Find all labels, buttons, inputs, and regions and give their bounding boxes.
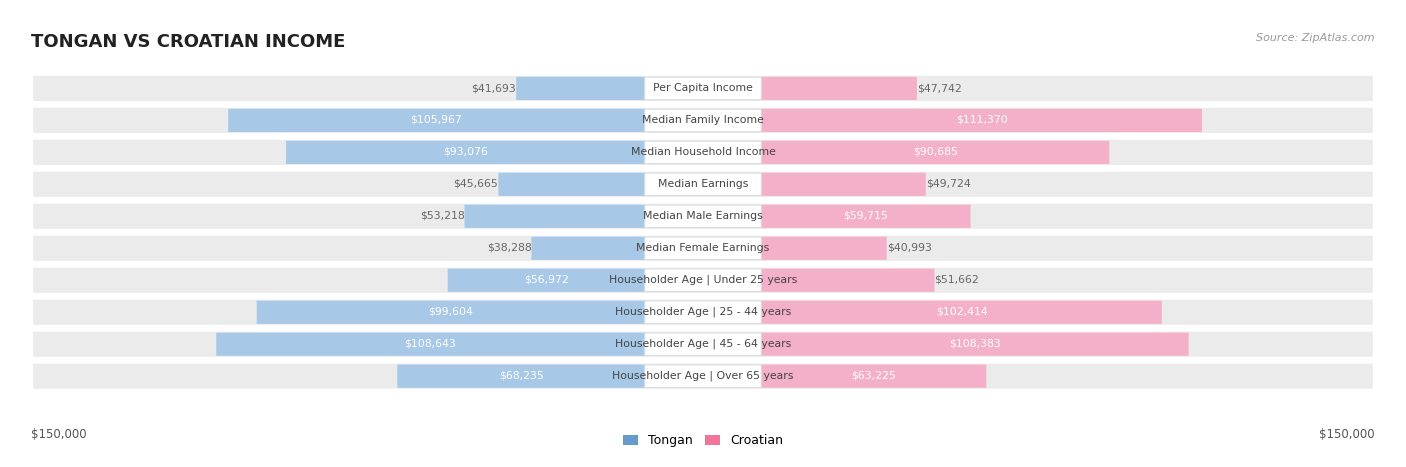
Text: $41,693: $41,693	[471, 83, 516, 93]
FancyBboxPatch shape	[761, 237, 887, 260]
Text: $150,000: $150,000	[31, 428, 87, 441]
FancyBboxPatch shape	[34, 204, 1372, 229]
FancyBboxPatch shape	[645, 141, 761, 163]
Text: Source: ZipAtlas.com: Source: ZipAtlas.com	[1257, 33, 1375, 42]
Text: $111,370: $111,370	[956, 115, 1008, 125]
FancyBboxPatch shape	[34, 140, 1372, 165]
Text: Median Family Income: Median Family Income	[643, 115, 763, 125]
Text: $105,967: $105,967	[411, 115, 463, 125]
Text: $68,235: $68,235	[499, 371, 543, 381]
FancyBboxPatch shape	[464, 205, 645, 228]
FancyBboxPatch shape	[645, 77, 761, 99]
Text: $102,414: $102,414	[935, 307, 987, 317]
FancyBboxPatch shape	[34, 172, 1372, 197]
FancyBboxPatch shape	[761, 333, 1188, 356]
Text: Median Male Earnings: Median Male Earnings	[643, 211, 763, 221]
FancyBboxPatch shape	[398, 365, 645, 388]
FancyBboxPatch shape	[228, 109, 645, 132]
FancyBboxPatch shape	[645, 237, 761, 260]
Text: $53,218: $53,218	[420, 211, 464, 221]
Text: Householder Age | Under 25 years: Householder Age | Under 25 years	[609, 275, 797, 285]
FancyBboxPatch shape	[34, 108, 1372, 133]
FancyBboxPatch shape	[34, 236, 1372, 261]
FancyBboxPatch shape	[285, 141, 645, 164]
FancyBboxPatch shape	[498, 173, 645, 196]
FancyBboxPatch shape	[761, 365, 986, 388]
FancyBboxPatch shape	[531, 237, 645, 260]
Text: $47,742: $47,742	[917, 83, 962, 93]
Text: $56,972: $56,972	[524, 275, 568, 285]
FancyBboxPatch shape	[34, 332, 1372, 357]
Text: Per Capita Income: Per Capita Income	[652, 83, 754, 93]
FancyBboxPatch shape	[761, 205, 970, 228]
FancyBboxPatch shape	[217, 333, 645, 356]
FancyBboxPatch shape	[34, 364, 1372, 389]
Text: $90,685: $90,685	[912, 147, 957, 157]
FancyBboxPatch shape	[34, 76, 1372, 101]
FancyBboxPatch shape	[761, 173, 925, 196]
Text: $40,993: $40,993	[887, 243, 932, 253]
FancyBboxPatch shape	[761, 141, 1109, 164]
FancyBboxPatch shape	[645, 109, 761, 132]
FancyBboxPatch shape	[447, 269, 645, 292]
Text: Median Earnings: Median Earnings	[658, 179, 748, 189]
Text: $108,383: $108,383	[949, 339, 1001, 349]
Text: $63,225: $63,225	[852, 371, 896, 381]
FancyBboxPatch shape	[34, 300, 1372, 325]
Text: $150,000: $150,000	[1319, 428, 1375, 441]
Text: Householder Age | 45 - 64 years: Householder Age | 45 - 64 years	[614, 339, 792, 349]
FancyBboxPatch shape	[645, 333, 761, 355]
Legend: Tongan, Croatian: Tongan, Croatian	[619, 431, 787, 451]
Text: $49,724: $49,724	[925, 179, 970, 189]
FancyBboxPatch shape	[645, 205, 761, 227]
Text: Householder Age | 25 - 44 years: Householder Age | 25 - 44 years	[614, 307, 792, 317]
FancyBboxPatch shape	[645, 365, 761, 388]
Text: $38,288: $38,288	[486, 243, 531, 253]
Text: Median Female Earnings: Median Female Earnings	[637, 243, 769, 253]
FancyBboxPatch shape	[645, 173, 761, 196]
FancyBboxPatch shape	[516, 77, 645, 100]
Text: Householder Age | Over 65 years: Householder Age | Over 65 years	[612, 370, 794, 381]
Text: $59,715: $59,715	[844, 211, 889, 221]
Text: Median Household Income: Median Household Income	[630, 147, 776, 157]
Text: $108,643: $108,643	[405, 339, 457, 349]
FancyBboxPatch shape	[761, 77, 917, 100]
Text: $93,076: $93,076	[443, 147, 488, 157]
FancyBboxPatch shape	[761, 269, 935, 292]
FancyBboxPatch shape	[645, 301, 761, 324]
FancyBboxPatch shape	[761, 109, 1202, 132]
Text: $45,665: $45,665	[454, 179, 498, 189]
Text: $99,604: $99,604	[429, 307, 474, 317]
FancyBboxPatch shape	[645, 269, 761, 291]
Text: $51,662: $51,662	[935, 275, 979, 285]
FancyBboxPatch shape	[34, 268, 1372, 293]
FancyBboxPatch shape	[761, 301, 1161, 324]
FancyBboxPatch shape	[257, 301, 645, 324]
Text: TONGAN VS CROATIAN INCOME: TONGAN VS CROATIAN INCOME	[31, 33, 346, 51]
